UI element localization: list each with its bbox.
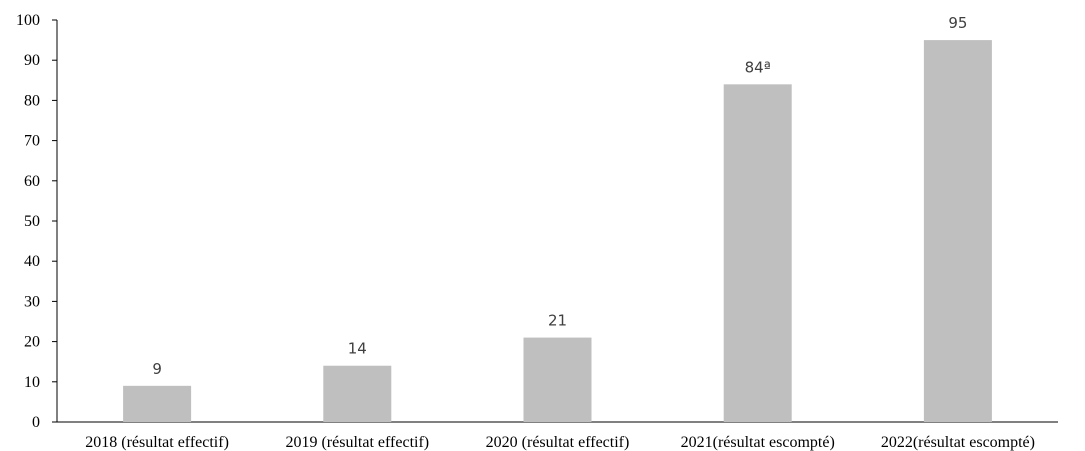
y-tick-label: 10 bbox=[24, 374, 40, 391]
bar bbox=[523, 337, 592, 422]
y-tick-label: 80 bbox=[24, 92, 40, 109]
y-tick-label: 70 bbox=[24, 133, 40, 150]
x-category-label: 2022(résultat escompté) bbox=[881, 434, 1035, 451]
y-tick-label: 20 bbox=[24, 334, 40, 351]
data-label: 84ª bbox=[745, 58, 771, 76]
data-labels: 9 14 21 84ª 95 bbox=[152, 14, 967, 378]
x-category-label: 2020 (résultat effectif) bbox=[486, 434, 630, 451]
bar bbox=[723, 84, 792, 422]
y-tick-label: 50 bbox=[24, 213, 40, 230]
bar bbox=[123, 385, 192, 422]
bars bbox=[123, 40, 992, 422]
data-label: 9 bbox=[152, 360, 162, 378]
data-label: 14 bbox=[348, 340, 367, 358]
y-axis: 0 10 20 30 40 50 60 70 80 90 100 bbox=[16, 12, 58, 431]
bar bbox=[923, 40, 992, 422]
y-tick-label: 60 bbox=[24, 173, 40, 190]
y-tick-label: 100 bbox=[16, 12, 40, 29]
category-labels: 2018 (résultat effectif) 2019 (résultat e… bbox=[85, 434, 1035, 451]
x-category-label: 2021(résultat escompté) bbox=[681, 434, 835, 451]
y-tick-label: 40 bbox=[24, 253, 40, 270]
x-category-label: 2018 (résultat effectif) bbox=[85, 434, 229, 451]
data-label: 95 bbox=[948, 14, 967, 32]
y-tick-label: 90 bbox=[24, 52, 40, 69]
x-category-label: 2019 (résultat effectif) bbox=[285, 434, 429, 451]
data-label: 21 bbox=[548, 312, 567, 330]
y-tick-label: 0 bbox=[32, 414, 40, 431]
y-tick-label: 30 bbox=[24, 293, 40, 310]
bar bbox=[323, 365, 392, 422]
